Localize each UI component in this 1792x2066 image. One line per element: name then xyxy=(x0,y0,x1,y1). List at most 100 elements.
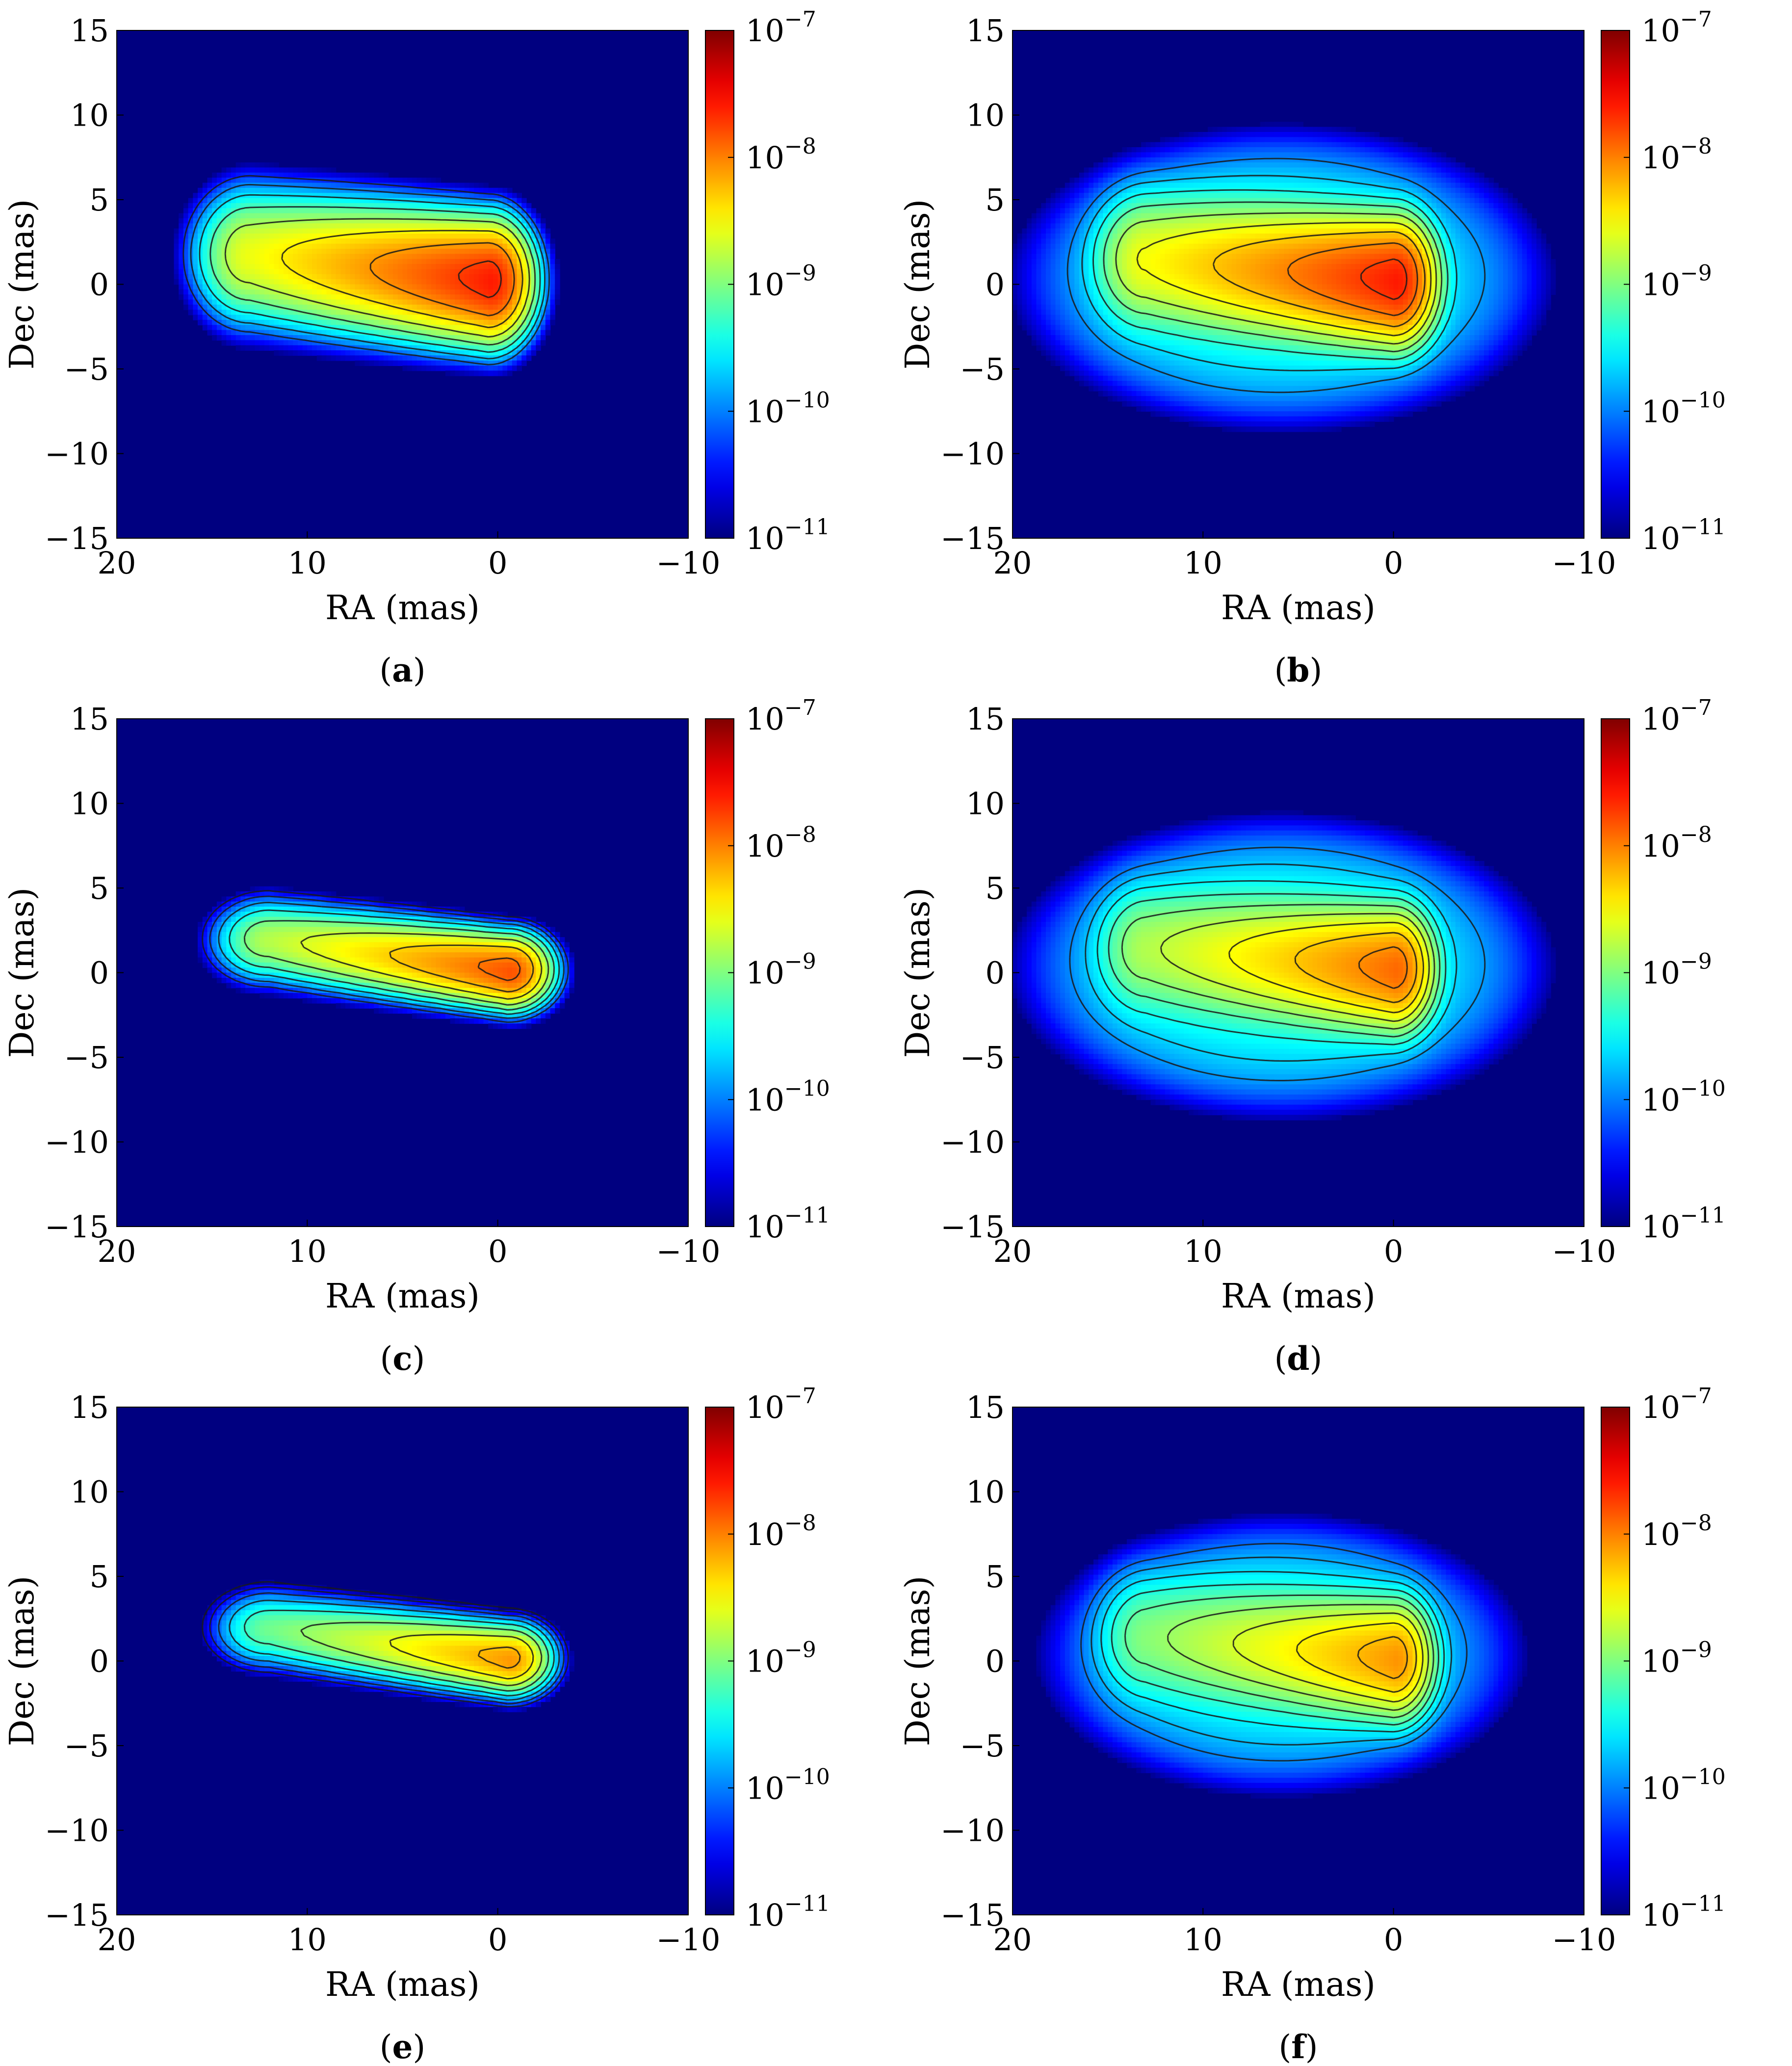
heatmap-cell xyxy=(1350,188,1356,193)
heatmap-cell xyxy=(317,289,322,295)
heatmap-cell xyxy=(1198,157,1204,163)
heatmap-cell xyxy=(388,361,393,366)
heatmap-cell xyxy=(307,305,312,310)
heatmap-cell xyxy=(536,218,541,224)
heatmap-cell xyxy=(531,208,537,213)
heatmap-cell xyxy=(1037,218,1042,224)
heatmap-cell xyxy=(1160,162,1166,168)
heatmap-cell xyxy=(1294,244,1299,249)
heatmap-cell xyxy=(441,279,446,285)
heatmap-cell xyxy=(226,310,232,315)
heatmap-cell xyxy=(274,279,279,285)
heatmap-cell xyxy=(284,330,289,336)
heatmap-cell xyxy=(307,315,312,320)
heatmap-cell xyxy=(550,279,556,285)
heatmap-cell xyxy=(1470,208,1475,213)
heatmap-cell xyxy=(1303,142,1308,148)
heatmap-cell xyxy=(1108,244,1113,249)
heatmap-cell xyxy=(403,340,408,345)
heatmap-cell xyxy=(403,300,408,305)
heatmap-cell xyxy=(198,279,203,285)
heatmap-cell xyxy=(1308,213,1313,219)
heatmap-cell xyxy=(1265,127,1271,132)
heatmap-cell xyxy=(1265,162,1271,168)
heatmap-cell xyxy=(1084,167,1090,173)
heatmap-cell xyxy=(255,345,260,351)
heatmap-cell xyxy=(355,274,360,280)
heatmap-cell xyxy=(1279,218,1285,224)
heatmap-cell xyxy=(284,208,289,213)
heatmap-cell xyxy=(193,315,198,320)
heatmap-cell xyxy=(345,315,351,320)
heatmap-cell xyxy=(340,238,346,244)
heatmap-cell xyxy=(1194,249,1199,254)
heatmap-cell xyxy=(1336,238,1342,244)
heatmap-cell xyxy=(322,213,327,219)
heatmap-cell xyxy=(1051,203,1056,209)
heatmap-cell xyxy=(317,223,322,229)
heatmap-cell xyxy=(1336,132,1342,137)
heatmap-cell xyxy=(1222,132,1227,137)
heatmap-cell xyxy=(1308,183,1313,188)
heatmap-cell xyxy=(1227,142,1232,148)
heatmap-cell xyxy=(498,238,503,244)
heatmap-cell xyxy=(417,269,422,275)
heatmap-cell xyxy=(250,264,256,269)
heatmap-cell xyxy=(393,234,398,239)
heatmap-cell xyxy=(1027,234,1032,239)
heatmap-cell xyxy=(1327,198,1332,204)
heatmap-cell xyxy=(407,178,413,183)
heatmap-cell xyxy=(555,294,560,300)
heatmap-cell xyxy=(1512,208,1518,213)
heatmap-cell xyxy=(1327,213,1332,219)
heatmap-cell xyxy=(1218,238,1223,244)
heatmap-cell xyxy=(1274,203,1280,209)
heatmap-cell xyxy=(1060,229,1065,234)
heatmap-cell xyxy=(1113,229,1118,234)
heatmap-cell xyxy=(1079,188,1085,193)
heatmap-cell xyxy=(355,269,360,275)
heatmap-cell xyxy=(1451,223,1456,229)
heatmap-cell xyxy=(1250,167,1256,173)
heatmap-cell xyxy=(1236,132,1242,137)
heatmap-cell xyxy=(493,279,498,285)
heatmap-cell xyxy=(231,244,236,249)
heatmap-cell xyxy=(298,244,303,249)
heatmap-cell xyxy=(1055,193,1061,198)
heatmap-cell xyxy=(403,183,408,188)
heatmap-cell xyxy=(1151,229,1156,234)
heatmap-cell xyxy=(1013,244,1018,249)
heatmap-cell xyxy=(1332,244,1337,249)
heatmap-cell xyxy=(312,269,317,275)
heatmap-cell xyxy=(484,244,489,249)
heatmap-cell xyxy=(1093,167,1099,173)
heatmap-cell xyxy=(550,315,556,320)
heatmap-cell xyxy=(1322,223,1327,229)
heatmap-cell xyxy=(488,234,493,239)
heatmap-cell xyxy=(1084,178,1090,183)
heatmap-cell xyxy=(1169,229,1175,234)
heatmap-cell xyxy=(1503,188,1508,193)
heatmap-cell xyxy=(340,294,346,300)
heatmap-cell xyxy=(1203,183,1208,188)
heatmap-cell xyxy=(1270,132,1275,137)
heatmap-cell xyxy=(1427,157,1432,163)
heatmap-cell xyxy=(1108,238,1113,244)
heatmap-cell xyxy=(1436,167,1442,173)
heatmap-cell xyxy=(274,229,279,234)
heatmap-cell xyxy=(360,259,365,264)
heatmap-cell xyxy=(336,320,341,325)
heatmap-cell xyxy=(460,254,465,259)
heatmap-cell xyxy=(1350,223,1356,229)
heatmap-cell xyxy=(474,244,479,249)
heatmap-cell xyxy=(493,370,498,376)
heatmap-cell xyxy=(1475,173,1480,178)
heatmap-cell xyxy=(1265,137,1271,142)
heatmap-cell xyxy=(1308,152,1313,157)
heatmap-cell xyxy=(1317,193,1323,198)
heatmap-cell xyxy=(1446,173,1452,178)
heatmap-cell xyxy=(331,345,337,351)
heatmap-cell xyxy=(1218,127,1223,132)
heatmap-cell xyxy=(1484,178,1489,183)
heatmap-cell xyxy=(1455,167,1461,173)
